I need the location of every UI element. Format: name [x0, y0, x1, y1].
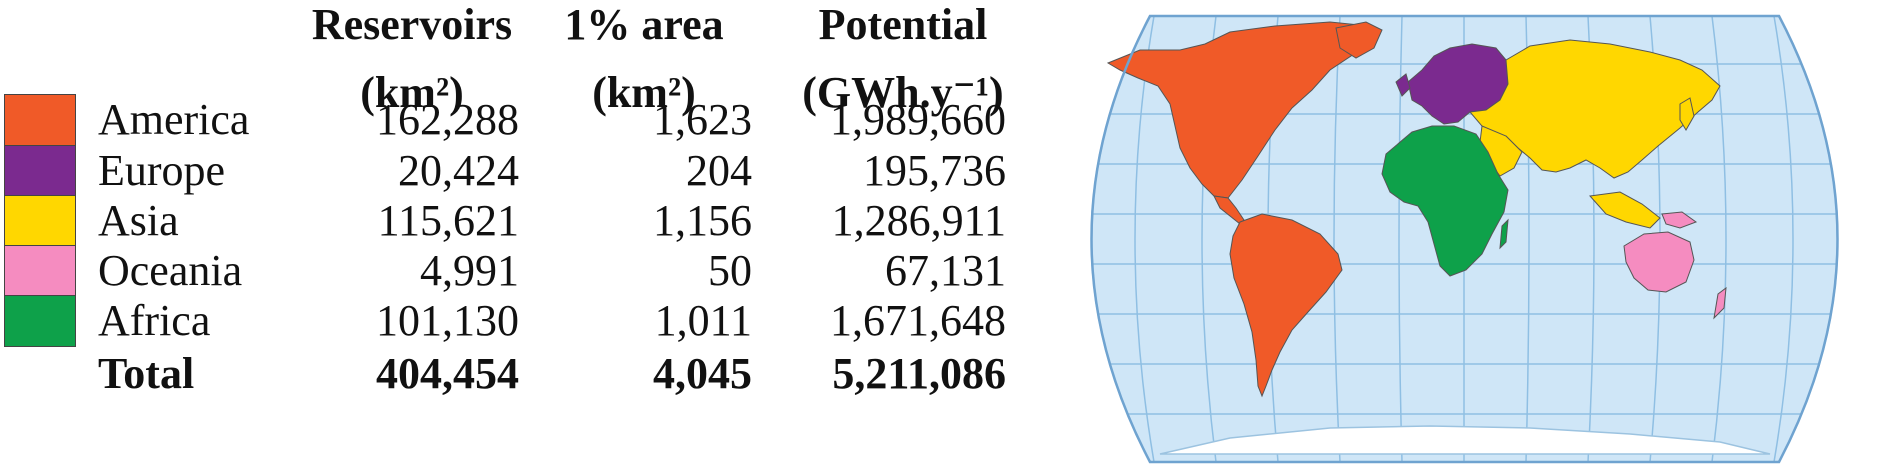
madagascar-region: [1499, 218, 1509, 250]
total-reservoirs-value: 404,454: [376, 349, 519, 398]
oceania-swatch: [4, 245, 76, 297]
header-area-unit: (km²): [592, 68, 696, 117]
row-name: Africa: [98, 296, 211, 345]
reservoirs-value: 101,130: [376, 296, 519, 345]
row-name: Oceania: [98, 246, 243, 295]
world-map: [1030, 8, 1899, 470]
south-america-region: [1229, 213, 1343, 398]
table-row-africa: Africa 101,130 1,011 1,671,648: [0, 291, 1010, 351]
asia-region: [1469, 39, 1721, 179]
area-value: 50: [708, 246, 752, 295]
table-row-asia: Asia 115,621 1,156 1,286,911: [0, 191, 1010, 251]
table-row-total: Total 404,454 4,045 5,211,086: [0, 344, 1010, 404]
continents: [1106, 21, 1727, 398]
africa-region: [1381, 125, 1509, 277]
uk-region: [1395, 73, 1411, 97]
total-area-value: 4,045: [653, 349, 752, 398]
globe-outline: [1090, 14, 1839, 464]
se-asia-region: [1589, 191, 1661, 229]
reservoirs-value: 162,288: [376, 95, 519, 144]
potential-value: 195,736: [863, 146, 1006, 195]
header-reservoirs-unit: (km²): [360, 68, 464, 117]
new-guinea-region: [1661, 211, 1698, 229]
graticule-line: [1398, 16, 1403, 462]
potential-value: 1,286,911: [831, 196, 1006, 245]
potential-value: 1,989,660: [830, 95, 1006, 144]
japan-region: [1679, 97, 1695, 131]
reservoirs-value: 115,621: [377, 196, 519, 245]
table-row-america: America 162,288 1,623 1,989,660: [0, 90, 1010, 150]
africa-swatch: [4, 295, 76, 347]
graticule-line: [1773, 16, 1794, 462]
reservoir-table: Reservoirs (km²) 1% area (km²) Potential…: [0, 0, 1010, 404]
row-name: Europe: [98, 146, 226, 195]
graticule-line: [1333, 16, 1341, 462]
header-area: 1% area (km²): [544, 0, 744, 118]
america-swatch: [4, 94, 76, 146]
new-zealand-region: [1713, 286, 1727, 320]
table-row-oceania: Oceania 4,991 50 67,131: [0, 241, 1010, 301]
graticule-line: [1711, 16, 1727, 462]
potential-value: 67,131: [885, 246, 1006, 295]
header-potential-unit: (GWh.y⁻¹): [802, 68, 1004, 117]
asia-swatch: [4, 195, 76, 247]
total-label: Total: [98, 349, 195, 398]
reservoirs-value: 20,424: [398, 146, 519, 195]
header-reservoirs-title: Reservoirs: [311, 0, 513, 49]
header-reservoirs: Reservoirs (km²): [288, 0, 536, 118]
row-name: Asia: [98, 196, 179, 245]
area-value: 1,156: [653, 196, 752, 245]
area-value: 204: [686, 146, 752, 195]
table-row-europe: Europe 20,424 204 195,736: [0, 141, 1010, 201]
area-value: 1,011: [654, 296, 752, 345]
oceania-region: [1623, 231, 1695, 293]
area-value: 1,623: [653, 95, 752, 144]
row-name: America: [98, 95, 250, 144]
potential-value: 1,671,648: [830, 296, 1006, 345]
greenland-region: [1335, 21, 1383, 59]
europe-swatch: [4, 145, 76, 197]
header-potential: Potential (GWh.y⁻¹): [788, 0, 1018, 118]
header-potential-title: Potential: [818, 0, 988, 49]
reservoirs-value: 4,991: [420, 246, 519, 295]
antarctica: [1159, 425, 1771, 455]
header-area-title: 1% area: [564, 0, 724, 49]
world-map-svg: [1090, 14, 1839, 464]
america-region: [1106, 21, 1371, 199]
total-potential-value: 5,211,086: [832, 349, 1006, 398]
